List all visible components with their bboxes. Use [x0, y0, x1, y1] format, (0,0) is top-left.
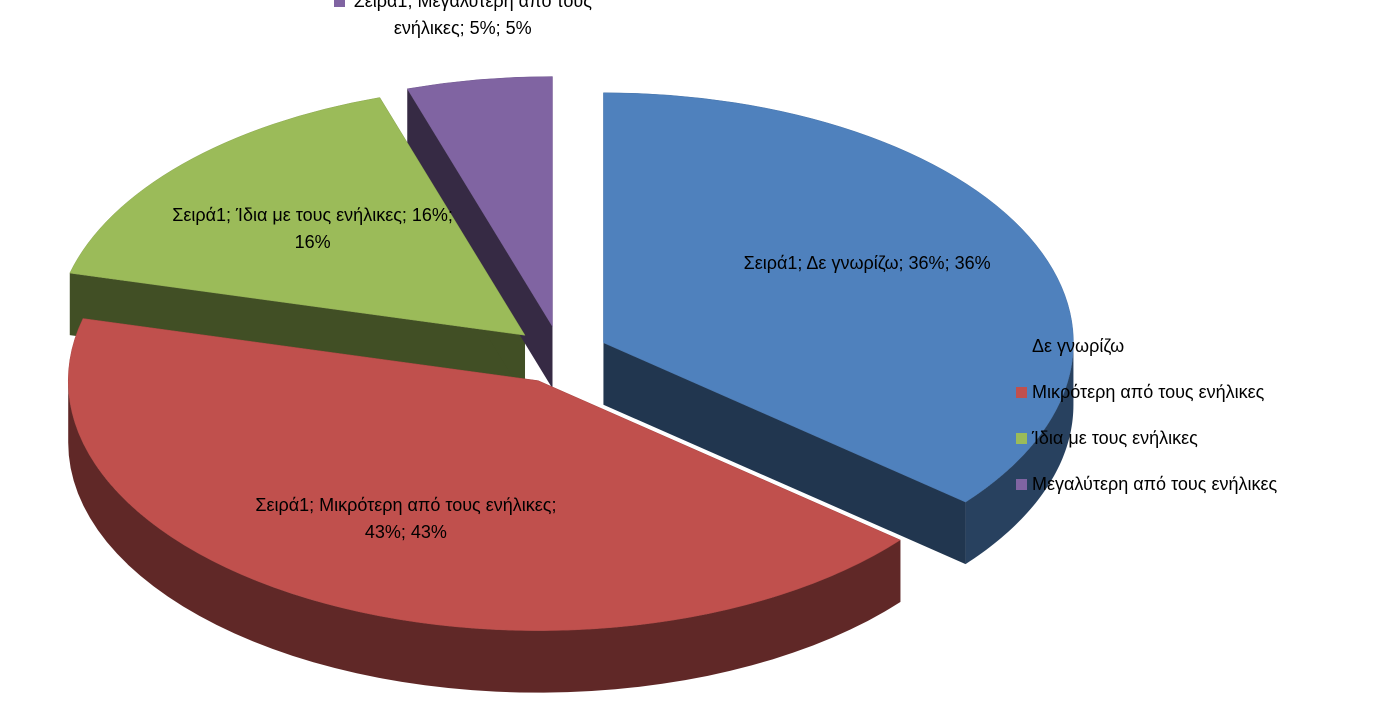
data-label-text: Σειρά1; Μικρότερη από τους ενήλικες; 43%… — [255, 494, 557, 542]
legend-key — [1016, 478, 1027, 490]
legend-key — [1016, 341, 1027, 352]
slice — [406, 76, 553, 328]
legend-entry: Δε γνωρίζω — [1016, 323, 1277, 369]
slice-side — [407, 88, 553, 389]
data-label: Σειρά1; Μεγαλύτερη από τους ενήλικες; 5%… — [308, 0, 618, 42]
slice — [68, 318, 901, 631]
legend-label: Ίδια με τους ενήλικες — [1032, 427, 1198, 448]
data-label: Σειρά1; Δε γνωρίζω; 36%; 36% — [712, 250, 1022, 277]
legend-label: Μεγαλύτερη από τους ενήλικες — [1032, 473, 1278, 494]
slice-side — [603, 342, 966, 565]
slice — [603, 92, 1074, 503]
legend-label: Δε γνωρίζω — [1032, 335, 1125, 356]
data-label-text: Σειρά1; Μεγαλύτερη από τους ενήλικες; 5%… — [353, 0, 592, 39]
slice — [69, 97, 526, 336]
legend: Δε γνωρίζω Μικρότερη από τους ενήλικες Ίδι… — [1016, 323, 1277, 507]
label-key — [333, 0, 345, 8]
data-label-text: Σειρά1; Δε γνωρίζω; 36%; 36% — [743, 252, 991, 273]
data-label: Σειρά1; Ίδια με τους ενήλικες; 16%; 16% — [158, 202, 468, 256]
slice-wall — [965, 342, 1074, 565]
data-label-text: Σειρά1; Ίδια με τους ενήλικες; 16%; 16% — [172, 205, 453, 253]
legend-key — [1016, 386, 1027, 398]
data-label: Σειρά1; Μικρότερη από τους ενήλικες; 43%… — [251, 492, 561, 546]
legend-entry: Ίδια με τους ενήλικες — [1016, 415, 1277, 461]
legend-entry: Μικρότερη από τους ενήλικες — [1016, 369, 1277, 415]
legend-entry: Μεγαλύτερη από τους ενήλικες — [1016, 461, 1277, 507]
legend-key — [1016, 432, 1027, 444]
legend-label: Μικρότερη από τους ενήλικες — [1032, 381, 1265, 402]
slice-wall — [68, 380, 901, 693]
pie-tops — [68, 76, 1074, 631]
